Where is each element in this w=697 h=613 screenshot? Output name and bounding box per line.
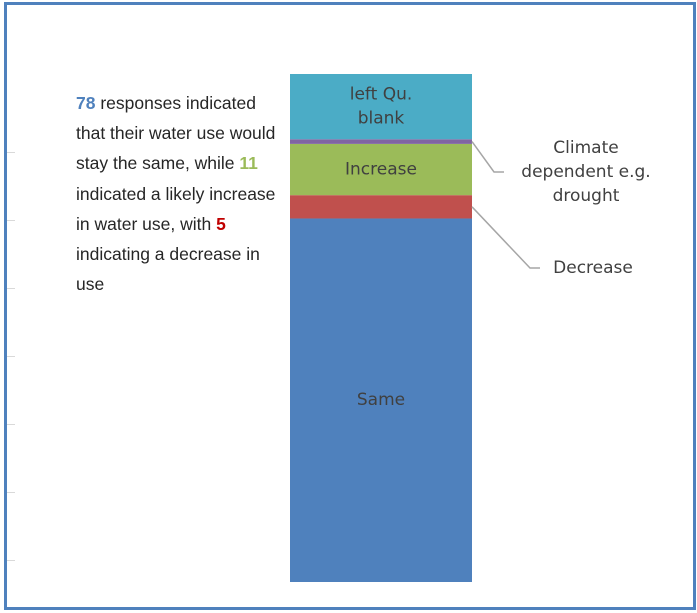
callout-label-decrease: Decrease — [553, 258, 633, 278]
axis-tick — [7, 152, 15, 153]
callout-label-climate-dependent-e-g-drought: dependent e.g. — [521, 162, 650, 182]
callout-leader-climate-dependent-e-g-drought — [471, 141, 504, 173]
summary-text-3: indicating a decrease in use — [76, 244, 260, 295]
bar-segment-climate-dependent-e-g-drought — [290, 139, 472, 144]
segment-label-increase: Increase — [345, 160, 417, 180]
bar-segment-same — [290, 218, 472, 583]
increase-count: 11 — [239, 153, 258, 174]
axis-tick — [7, 560, 15, 561]
bar-segment-increase — [290, 143, 472, 196]
segment-label-left-qu-blank: left Qu. — [350, 85, 413, 105]
axis-tick — [7, 424, 15, 425]
callout-label-climate-dependent-e-g-drought: drought — [553, 186, 620, 206]
summary-text: 78 responses indicated that their water … — [76, 88, 276, 299]
bar-segment-decrease — [290, 195, 472, 219]
callout-leader-decrease — [471, 206, 540, 269]
summary-text-1: responses indicated that their water use… — [76, 93, 276, 174]
same-count: 78 — [76, 93, 96, 113]
bar-segment-left-qu-blank — [290, 74, 472, 140]
callout-label-climate-dependent-e-g-drought: Climate — [553, 138, 618, 158]
decrease-count: 5 — [216, 213, 226, 234]
axis-tick — [7, 492, 15, 493]
axis-tick — [7, 288, 15, 289]
segment-label-same: Same — [357, 390, 405, 410]
axis-tick — [7, 220, 15, 221]
segment-label-left-qu-blank: blank — [358, 109, 405, 129]
axis-tick — [7, 356, 15, 357]
summary-text-2: indicated a likely increase in water use… — [76, 183, 276, 234]
